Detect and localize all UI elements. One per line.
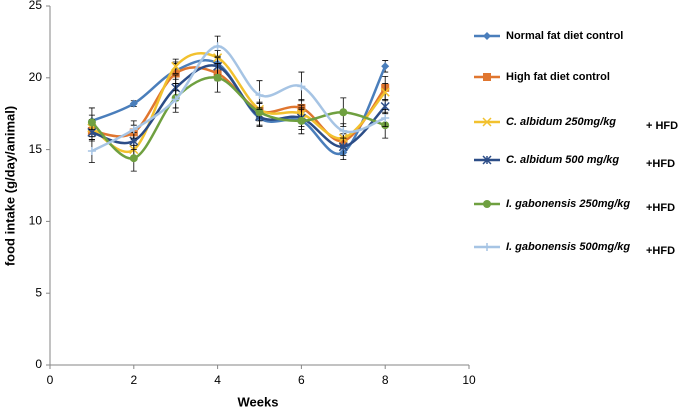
y-tick-label: 25 xyxy=(29,0,43,12)
marker xyxy=(129,99,138,108)
legend-label: C. albidum 500 mg/kg xyxy=(506,154,619,166)
marker xyxy=(338,142,348,152)
legend-label: C. albidum 250mg/kg xyxy=(506,116,616,128)
marker xyxy=(380,87,390,97)
series-line xyxy=(91,64,387,148)
marker xyxy=(255,91,264,100)
legend-suffix: +HFD xyxy=(646,158,675,170)
legend-label: Normal fat diet control xyxy=(506,30,623,42)
x-tick-label: 2 xyxy=(130,373,137,387)
marker xyxy=(87,118,96,127)
marker xyxy=(482,117,492,127)
legend-label: High fat diet control xyxy=(506,71,610,83)
x-tick-label: 4 xyxy=(214,373,221,387)
legend-suffix: +HFD xyxy=(646,202,675,214)
y-tick-label: 0 xyxy=(35,357,42,371)
marker xyxy=(339,108,348,117)
marker xyxy=(381,114,390,123)
marker xyxy=(213,42,222,51)
x-tick-label: 6 xyxy=(298,373,305,387)
legend-suffix: + HFD xyxy=(646,120,678,132)
x-tick-label: 8 xyxy=(382,373,389,387)
marker xyxy=(297,116,306,125)
y-axis-title: food intake (g/day/animal) xyxy=(2,106,17,266)
x-tick-label: 0 xyxy=(47,373,54,387)
marker xyxy=(255,108,264,117)
marker xyxy=(171,95,180,104)
y-tick-label: 10 xyxy=(29,214,43,228)
y-tick-label: 5 xyxy=(35,285,42,299)
marker xyxy=(171,61,181,71)
marker xyxy=(483,73,491,81)
marker xyxy=(129,154,138,163)
series-line xyxy=(91,44,386,153)
legend-label: I. gabonensis 500mg/kg xyxy=(506,241,630,253)
marker xyxy=(87,147,96,156)
marker xyxy=(297,82,306,91)
legend-suffix: +HFD xyxy=(646,245,675,257)
marker xyxy=(381,62,390,71)
marker xyxy=(339,126,348,135)
marker xyxy=(483,243,491,251)
series-line xyxy=(91,76,386,160)
marker xyxy=(482,155,492,165)
marker xyxy=(213,73,222,82)
x-axis-title: Weeks xyxy=(238,394,279,409)
y-tick-label: 20 xyxy=(29,70,43,84)
legend-label: I. gabonensis 250mg/kg xyxy=(506,198,630,210)
marker xyxy=(483,200,491,208)
x-tick-label: 10 xyxy=(462,373,476,387)
marker xyxy=(483,32,491,40)
marker xyxy=(129,125,138,134)
y-tick-label: 15 xyxy=(29,142,43,156)
